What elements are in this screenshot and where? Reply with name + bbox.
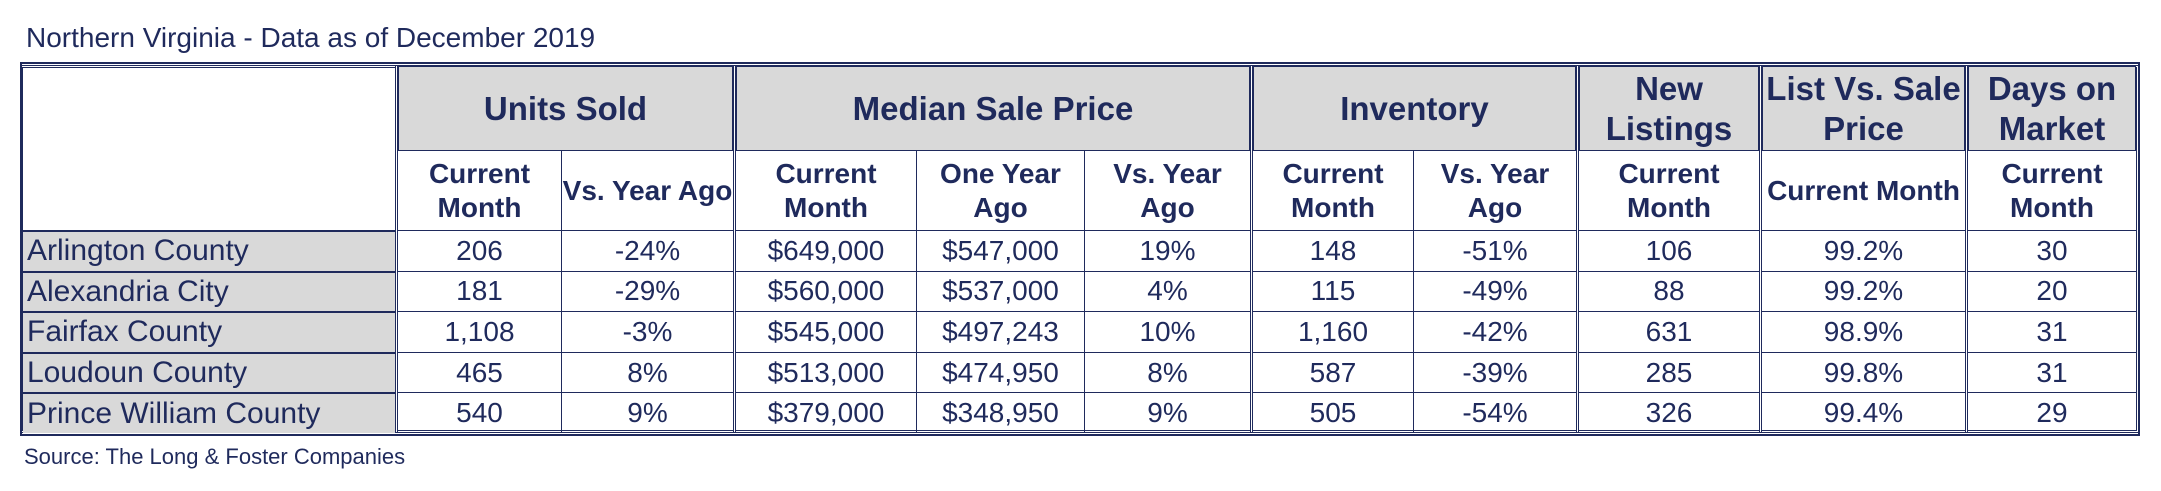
table-cell: $379,000: [736, 392, 917, 433]
table-cell: 106: [1579, 230, 1759, 271]
column-header: Vs. Year Ago: [562, 174, 733, 206]
column-header: Current Month: [1767, 174, 1960, 206]
row-label: Loudoun County: [23, 351, 395, 393]
group-header: Inventory: [1253, 66, 1576, 151]
table-cell: 115: [1253, 270, 1414, 312]
table-cell: 31: [1968, 311, 2136, 352]
table-cell: 1,160: [1253, 311, 1414, 352]
table-cell: 99.8%: [1762, 351, 1965, 393]
table-cell: $545,000: [736, 311, 917, 352]
table-cell: $560,000: [736, 270, 917, 312]
table-cell: 285: [1579, 351, 1759, 393]
table-cell: $474,950: [917, 351, 1085, 393]
table-cell: 540: [398, 392, 562, 433]
table-cell: $497,243: [917, 311, 1085, 352]
table-cell: 31: [1968, 351, 2136, 393]
row-label: Alexandria City: [23, 270, 395, 312]
table-cell: 9%: [1085, 392, 1250, 433]
table-cell: 8%: [1085, 351, 1250, 393]
table-cell: 8%: [562, 351, 733, 393]
table-cell: $649,000: [736, 230, 917, 271]
row-label: Prince William County: [23, 392, 395, 433]
table-cell: -49%: [1414, 270, 1576, 312]
column-header: One Year Ago: [917, 151, 1085, 230]
table-cell: 9%: [562, 392, 733, 433]
table-cell: 98.9%: [1762, 311, 1965, 352]
table-cell: 29: [1968, 392, 2136, 433]
table-cell: 99.2%: [1762, 230, 1965, 271]
table-cell: $348,950: [917, 392, 1085, 433]
table-cell: -24%: [562, 230, 733, 271]
table-cell: 587: [1253, 351, 1414, 393]
table-cell: 1,108: [398, 311, 562, 352]
column-header: Current Month: [398, 151, 562, 230]
source-note: Source: The Long & Foster Companies: [24, 444, 406, 469]
row-label: Arlington County: [23, 230, 395, 271]
table-cell: -29%: [562, 270, 733, 312]
column-header: Current Month: [1253, 151, 1414, 230]
row-label: Fairfax County: [23, 311, 395, 352]
table-cell: $513,000: [736, 351, 917, 393]
column-header: Current Month: [736, 151, 917, 230]
table-cell: 4%: [1085, 270, 1250, 312]
table-cell: $537,000: [917, 270, 1085, 312]
table-title: Northern Virginia - Data as of December …: [26, 22, 596, 53]
group-header: List Vs. Sale Price: [1762, 66, 1965, 151]
table-cell: 181: [398, 270, 562, 312]
group-header: New Listings: [1579, 66, 1759, 151]
table-cell: 631: [1579, 311, 1759, 352]
table-cell: 99.4%: [1762, 392, 1965, 433]
table-cell: $547,000: [917, 230, 1085, 271]
table-cell: -3%: [562, 311, 733, 352]
column-header: Current Month: [1618, 157, 1720, 223]
table-cell: -42%: [1414, 311, 1576, 352]
table-cell: -51%: [1414, 230, 1576, 271]
table-cell: 20: [1968, 270, 2136, 312]
table-cell: 30: [1968, 230, 2136, 271]
group-header: Median Sale Price: [736, 66, 1250, 151]
column-header: Vs. Year Ago: [1113, 157, 1222, 223]
table-cell: 10%: [1085, 311, 1250, 352]
table-cell: 88: [1579, 270, 1759, 312]
table-cell: 99.2%: [1762, 270, 1965, 312]
table-cell: 206: [398, 230, 562, 271]
table-cell: 326: [1579, 392, 1759, 433]
table-cell: 148: [1253, 230, 1414, 271]
table-cell: 465: [398, 351, 562, 393]
group-header: Days on Market: [1968, 66, 2136, 151]
table-cell: 505: [1253, 392, 1414, 433]
column-header: Vs. Year Ago: [1440, 157, 1550, 223]
group-header: Units Sold: [398, 66, 733, 151]
table-cell: -39%: [1414, 351, 1576, 393]
table-cell: 19%: [1085, 230, 1250, 271]
table-cell: -54%: [1414, 392, 1576, 433]
column-header: Current Month: [2001, 157, 2103, 223]
